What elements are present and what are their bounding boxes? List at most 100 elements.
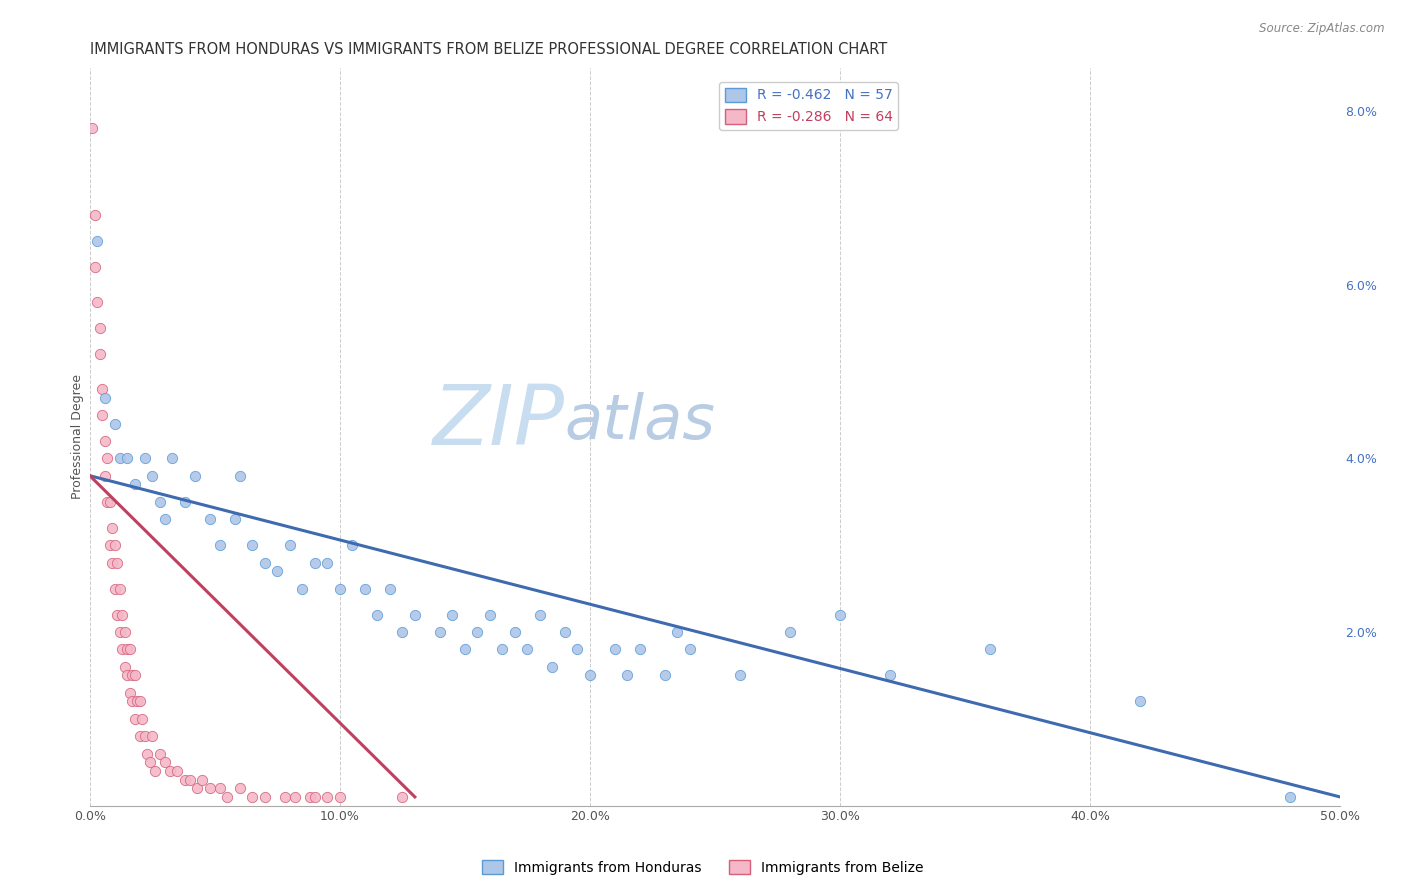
Point bbox=[124, 668, 146, 682]
Point bbox=[124, 712, 146, 726]
Point bbox=[404, 607, 426, 622]
Point bbox=[108, 451, 131, 466]
Point bbox=[86, 295, 108, 310]
Point bbox=[666, 624, 689, 639]
Point bbox=[240, 538, 263, 552]
Point bbox=[139, 755, 162, 769]
Point bbox=[104, 538, 127, 552]
Legend: Immigrants from Honduras, Immigrants from Belize: Immigrants from Honduras, Immigrants fro… bbox=[477, 855, 929, 880]
Point bbox=[101, 556, 124, 570]
Point bbox=[304, 556, 326, 570]
Point bbox=[98, 538, 121, 552]
Point bbox=[478, 607, 501, 622]
Point bbox=[91, 408, 114, 422]
Point bbox=[83, 260, 105, 275]
Point bbox=[184, 468, 207, 483]
Point bbox=[554, 624, 576, 639]
Point bbox=[654, 668, 676, 682]
Point bbox=[124, 477, 146, 491]
Point bbox=[136, 747, 159, 761]
Point bbox=[198, 512, 221, 526]
Point bbox=[105, 607, 128, 622]
Point bbox=[118, 642, 141, 657]
Point bbox=[266, 564, 288, 578]
Point bbox=[82, 121, 104, 136]
Point bbox=[159, 764, 181, 778]
Point bbox=[541, 659, 564, 673]
Point bbox=[728, 668, 751, 682]
Point bbox=[616, 668, 638, 682]
Point bbox=[128, 694, 150, 708]
Point bbox=[429, 624, 451, 639]
Point bbox=[229, 468, 252, 483]
Point bbox=[679, 642, 702, 657]
Point bbox=[298, 789, 321, 804]
Point bbox=[94, 434, 117, 448]
Point bbox=[149, 747, 172, 761]
Point bbox=[114, 659, 136, 673]
Point bbox=[567, 642, 589, 657]
Point bbox=[316, 556, 339, 570]
Point bbox=[191, 772, 214, 787]
Point bbox=[284, 789, 307, 804]
Point bbox=[143, 764, 166, 778]
Point bbox=[491, 642, 513, 657]
Point bbox=[628, 642, 651, 657]
Point bbox=[94, 468, 117, 483]
Point bbox=[391, 624, 413, 639]
Point bbox=[173, 772, 195, 787]
Point bbox=[391, 789, 413, 804]
Point bbox=[121, 694, 143, 708]
Point bbox=[98, 494, 121, 508]
Point bbox=[86, 235, 108, 249]
Point bbox=[253, 556, 276, 570]
Point bbox=[131, 712, 153, 726]
Point bbox=[516, 642, 538, 657]
Text: IMMIGRANTS FROM HONDURAS VS IMMIGRANTS FROM BELIZE PROFESSIONAL DEGREE CORRELATI: IMMIGRANTS FROM HONDURAS VS IMMIGRANTS F… bbox=[90, 42, 887, 57]
Point bbox=[117, 668, 139, 682]
Point bbox=[1279, 789, 1302, 804]
Point bbox=[441, 607, 464, 622]
Point bbox=[179, 772, 201, 787]
Point bbox=[229, 781, 252, 796]
Legend: R = -0.462   N = 57, R = -0.286   N = 64: R = -0.462 N = 57, R = -0.286 N = 64 bbox=[720, 82, 898, 129]
Point bbox=[153, 512, 176, 526]
Point bbox=[240, 789, 263, 804]
Point bbox=[89, 321, 111, 335]
Point bbox=[291, 582, 314, 596]
Point bbox=[153, 755, 176, 769]
Point bbox=[89, 347, 111, 361]
Point bbox=[278, 538, 301, 552]
Point bbox=[779, 624, 801, 639]
Point bbox=[127, 694, 149, 708]
Point bbox=[454, 642, 477, 657]
Point bbox=[134, 729, 156, 743]
Point bbox=[117, 642, 139, 657]
Point bbox=[529, 607, 551, 622]
Point bbox=[253, 789, 276, 804]
Point bbox=[186, 781, 208, 796]
Point bbox=[316, 789, 339, 804]
Point bbox=[111, 607, 134, 622]
Point bbox=[94, 391, 117, 405]
Point bbox=[274, 789, 297, 804]
Point bbox=[603, 642, 626, 657]
Text: Source: ZipAtlas.com: Source: ZipAtlas.com bbox=[1260, 22, 1385, 36]
Point bbox=[141, 468, 163, 483]
Point bbox=[224, 512, 246, 526]
Point bbox=[105, 556, 128, 570]
Point bbox=[111, 642, 134, 657]
Point bbox=[104, 417, 127, 431]
Point bbox=[108, 624, 131, 639]
Point bbox=[304, 789, 326, 804]
Point bbox=[467, 624, 489, 639]
Point bbox=[118, 686, 141, 700]
Point bbox=[117, 451, 139, 466]
Point bbox=[128, 729, 150, 743]
Point bbox=[166, 764, 188, 778]
Point bbox=[121, 668, 143, 682]
Y-axis label: Professional Degree: Professional Degree bbox=[72, 374, 84, 500]
Point bbox=[101, 521, 124, 535]
Point bbox=[208, 781, 231, 796]
Point bbox=[579, 668, 602, 682]
